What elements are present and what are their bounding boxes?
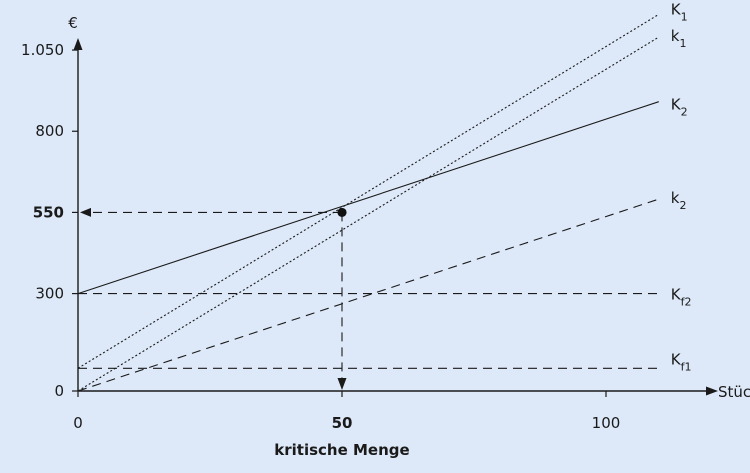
series-labels: K1 k1 K2 k2 Kf2 Kf1 bbox=[671, 0, 692, 373]
series-label-k2: k2 bbox=[671, 189, 687, 212]
series-line-k1 bbox=[77, 36, 660, 392]
series-line-k2 bbox=[77, 198, 659, 392]
y-tick-label: 0 bbox=[54, 382, 64, 400]
tick-labels: 0 300 550 800 1.050 0 50 100 bbox=[21, 41, 620, 432]
y-tick-label: 800 bbox=[35, 122, 64, 140]
y-axis-arrowhead bbox=[73, 38, 83, 50]
series-label-Kf2: Kf2 bbox=[671, 286, 692, 309]
axes bbox=[73, 38, 718, 396]
guide-arrow-left bbox=[80, 207, 91, 217]
series-label-Kf1: Kf1 bbox=[671, 350, 692, 373]
critical-quantity-annotation: kritische Menge bbox=[274, 441, 409, 459]
x-tick-label: 0 bbox=[73, 414, 83, 432]
x-tick-label: 50 bbox=[332, 414, 353, 432]
series-label-k1: k1 bbox=[671, 27, 687, 50]
y-tick-label: 1.050 bbox=[21, 41, 64, 59]
series-lines bbox=[77, 13, 660, 392]
guide-lines bbox=[80, 207, 347, 390]
x-tick-label: 100 bbox=[592, 414, 621, 432]
guide-arrow-down bbox=[337, 378, 347, 390]
series-label-K1: K1 bbox=[671, 0, 688, 23]
x-axis-arrowhead bbox=[706, 386, 718, 396]
series-label-K2: K2 bbox=[671, 96, 688, 119]
series-line-K1 bbox=[77, 13, 660, 369]
series-line-K2 bbox=[77, 101, 659, 295]
y-axis-title: € bbox=[68, 14, 78, 32]
y-tick-label: 300 bbox=[35, 285, 64, 303]
intersection-point bbox=[337, 207, 347, 218]
x-axis-title: Stück bbox=[718, 383, 750, 401]
y-tick-label: 550 bbox=[33, 203, 64, 221]
